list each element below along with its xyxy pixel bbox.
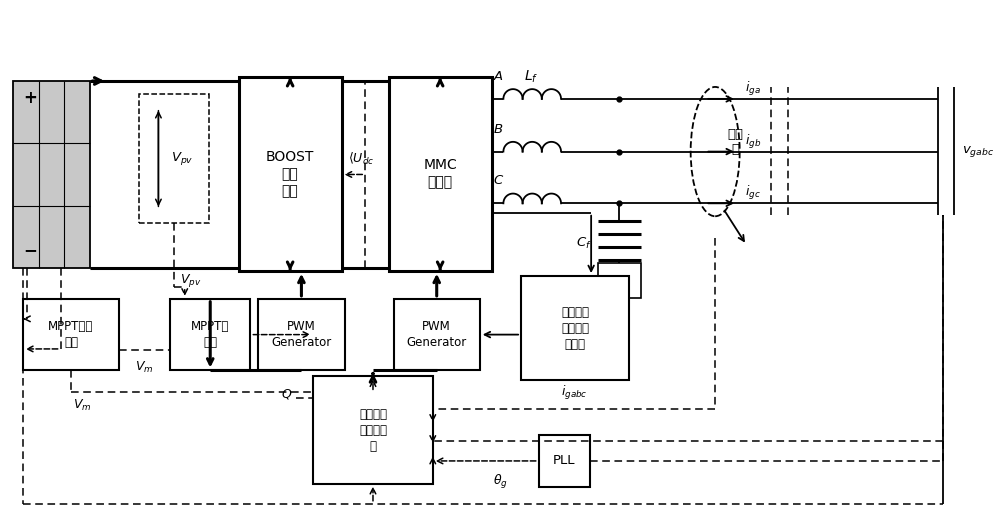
Bar bbox=[23, 299, 119, 370]
Text: $i_{gabc}$: $i_{gabc}$ bbox=[561, 384, 587, 402]
Text: $i_{gc}$: $i_{gc}$ bbox=[745, 185, 760, 202]
Text: $\theta_g$: $\theta_g$ bbox=[493, 473, 508, 491]
Text: Q: Q bbox=[282, 388, 292, 401]
Text: PWM
Generator: PWM Generator bbox=[271, 320, 332, 349]
Text: $i_{gb}$: $i_{gb}$ bbox=[745, 133, 761, 151]
Bar bbox=[258, 299, 345, 370]
Bar bbox=[313, 377, 433, 484]
Text: $C_f$: $C_f$ bbox=[576, 235, 592, 251]
Text: PWM
Generator: PWM Generator bbox=[407, 320, 467, 349]
Bar bbox=[521, 276, 629, 380]
Bar bbox=[394, 299, 480, 370]
Bar bbox=[170, 299, 250, 370]
Text: A: A bbox=[494, 70, 503, 83]
Text: $V_{pv}$: $V_{pv}$ bbox=[180, 272, 201, 289]
Text: $L_f$: $L_f$ bbox=[524, 69, 538, 85]
Bar bbox=[13, 81, 90, 268]
Text: $V_m$: $V_m$ bbox=[135, 360, 154, 376]
Text: C: C bbox=[494, 174, 503, 187]
Text: PLL: PLL bbox=[553, 454, 575, 468]
Text: 子模块电
容电压控
制模块: 子模块电 容电压控 制模块 bbox=[561, 305, 589, 350]
Text: 低电压穿
越控制模
块: 低电压穿 越控制模 块 bbox=[359, 407, 387, 452]
Text: MPPT控
制器: MPPT控 制器 bbox=[191, 320, 229, 349]
Text: B: B bbox=[494, 123, 503, 135]
Bar bbox=[139, 94, 209, 223]
Text: −: − bbox=[23, 241, 37, 259]
Bar bbox=[389, 77, 492, 271]
Text: +: + bbox=[23, 89, 37, 107]
Text: MPPT跟踪
模块: MPPT跟踪 模块 bbox=[48, 320, 94, 349]
Text: $i_{ga}$: $i_{ga}$ bbox=[745, 80, 760, 98]
Text: $V_m$: $V_m$ bbox=[73, 399, 91, 413]
Text: $V_{pv}$: $V_{pv}$ bbox=[171, 150, 194, 167]
Text: $v_{gabc}$: $v_{gabc}$ bbox=[962, 144, 995, 159]
Text: $\langle U_{dc}$: $\langle U_{dc}$ bbox=[348, 151, 374, 166]
Bar bbox=[239, 77, 342, 271]
Text: BOOST
斩波
电路: BOOST 斩波 电路 bbox=[266, 150, 314, 198]
Text: MMC
逆变器: MMC 逆变器 bbox=[423, 158, 457, 190]
Bar bbox=[539, 435, 590, 487]
Text: 并网
点: 并网 点 bbox=[727, 128, 743, 156]
Bar bbox=[598, 263, 641, 298]
